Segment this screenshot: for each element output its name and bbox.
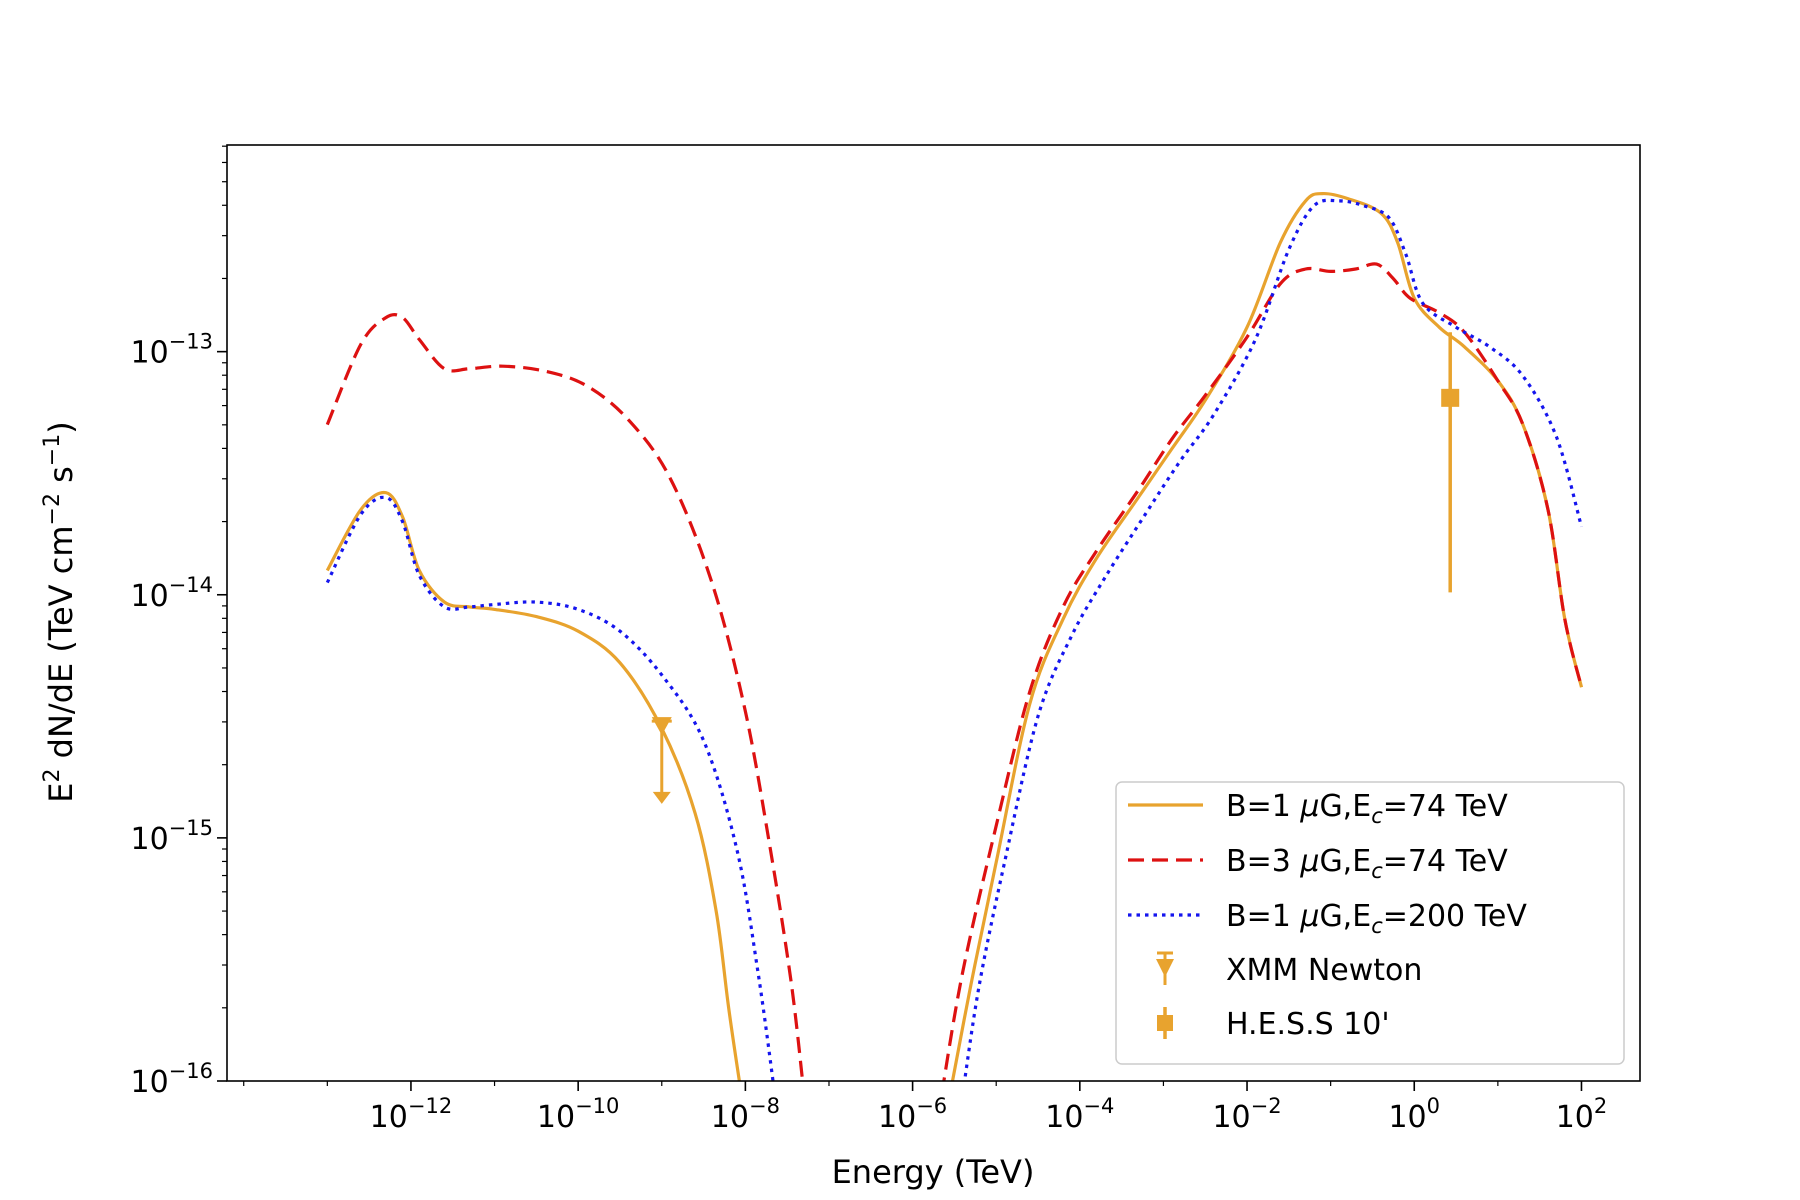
x-tick-label: 102 [1556, 1094, 1608, 1135]
x-axis-ticks: 10−12 10−10 10−8 10−6 10−4 10−2 100 102 [243, 1081, 1608, 1135]
x-tick-label: 10−6 [878, 1094, 947, 1135]
y-tick-label: 10−14 [130, 573, 213, 614]
legend-label-5: H.E.S.S 10' [1226, 1007, 1390, 1042]
series-line-3 [962, 198, 1584, 1081]
x-tick-label: 100 [1388, 1094, 1440, 1135]
series-layer [325, 191, 1584, 1081]
xmm-newton-marker [651, 717, 672, 736]
series-line-2 [942, 262, 1584, 1081]
x-tick-label: 10−4 [1045, 1094, 1114, 1135]
legend-label-4: XMM Newton [1226, 953, 1422, 988]
x-axis-label: Energy (TeV) [832, 1153, 1035, 1191]
y-axis-label: E2 dN/dE (TeV cm−2 s−1) [40, 421, 80, 802]
hess-marker [1441, 388, 1460, 407]
series-line-2 [325, 313, 805, 1081]
legend-entries: B=1 μG,Ec=74 TeV B=3 μG,Ec=74 TeV B=1 μG,E… [1128, 789, 1527, 1042]
y-axis-ticks: 10−13 10−14 10−15 10−16 [130, 145, 227, 1100]
legend: B=1 μG,Ec=74 TeV B=3 μG,Ec=74 TeV B=1 μG,E… [1115, 781, 1625, 1065]
y-tick-label: 10−13 [130, 330, 213, 371]
series-line-1 [325, 490, 741, 1081]
x-tick-label: 10−10 [537, 1094, 620, 1135]
legend-xmm-marker [1156, 959, 1174, 977]
legend-label-2: B=3 μG,Ec=74 TeV [1226, 844, 1508, 883]
data-points-layer [651, 332, 1460, 804]
legend-box [1115, 781, 1625, 1065]
legend-hess-marker [1157, 1015, 1173, 1031]
x-tick-label: 10−12 [370, 1094, 453, 1135]
plot-frame [226, 144, 1641, 1082]
x-tick-label: 10−2 [1212, 1094, 1281, 1135]
y-tick-label: 10−16 [130, 1059, 213, 1100]
x-tick-label: 10−8 [711, 1094, 780, 1135]
legend-label-3: B=1 μG,Ec=200 TeV [1226, 899, 1527, 938]
y-tick-label: 10−15 [130, 816, 213, 857]
upper-limit-arrowhead [652, 791, 671, 804]
legend-label-1: B=1 μG,Ec=74 TeV [1226, 789, 1508, 828]
